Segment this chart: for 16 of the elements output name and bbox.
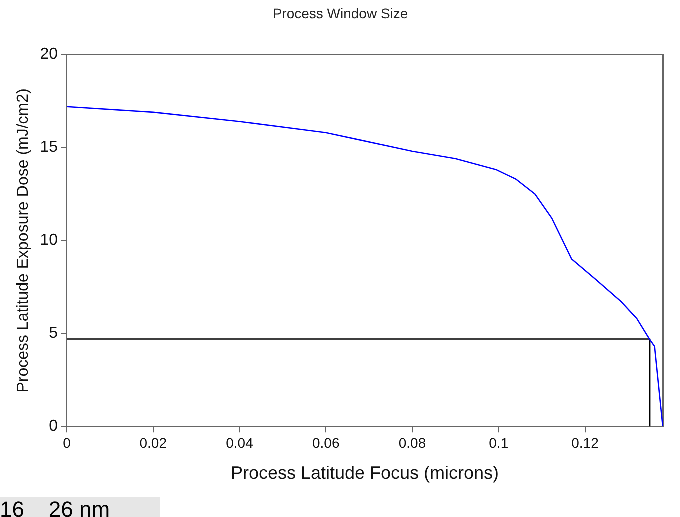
y-tick-label: 0 — [49, 418, 58, 436]
y-tick-label: 5 — [49, 325, 58, 342]
x-tick-label: 0.04 — [226, 434, 254, 451]
y-tick-label: 10 — [40, 232, 58, 250]
x-axis-title: Process Latitude Focus (microns) — [230, 463, 500, 484]
x-tick-label: 0.06 — [312, 434, 340, 451]
chart-title: Process Window Size — [272, 5, 408, 22]
x-tick-label: 0.12 — [572, 434, 600, 451]
x-tick-label: 0.08 — [398, 434, 426, 451]
x-tick-label: 0 — [63, 434, 72, 451]
y-tick-label: 20 — [40, 46, 58, 64]
y-tick-label: 15 — [40, 139, 58, 156]
x-tick-label: 0.1 — [489, 434, 509, 451]
x-tick-label: 0.02 — [140, 434, 168, 451]
text: 16 26 nm — [0, 497, 160, 517]
y-axis-title: Process Latitude Exposure Dose (mJ/cm2) — [15, 88, 32, 393]
